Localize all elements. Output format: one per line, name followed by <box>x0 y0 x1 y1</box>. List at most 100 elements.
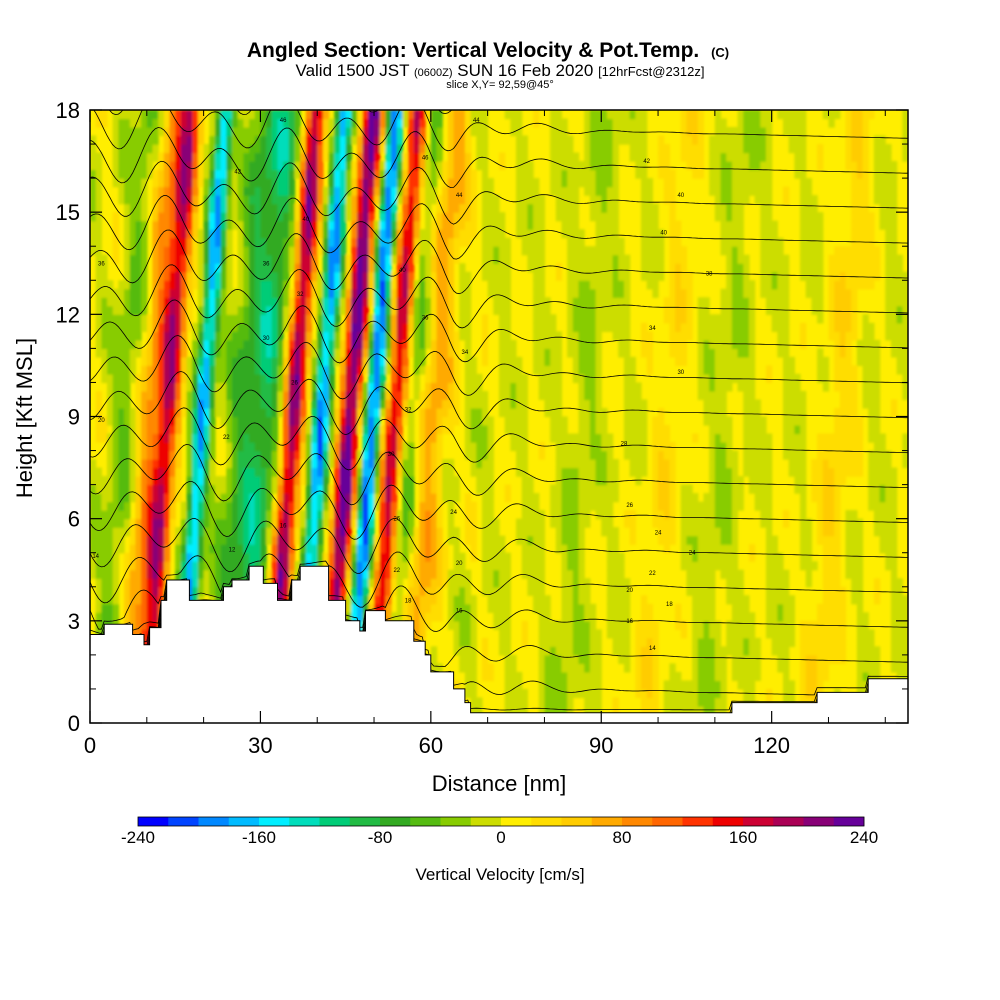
velocity-cell <box>311 425 318 435</box>
velocity-cell <box>186 544 193 554</box>
velocity-cell <box>317 178 324 188</box>
velocity-cell <box>362 314 369 324</box>
velocity-cell <box>141 356 148 367</box>
velocity-cell <box>288 331 296 341</box>
velocity-cell <box>163 510 171 520</box>
velocity-cell <box>487 450 494 460</box>
velocity-cell <box>95 195 102 205</box>
velocity-cell <box>499 390 506 401</box>
velocity-cell <box>141 127 148 137</box>
velocity-cell <box>260 203 267 213</box>
velocity-cell <box>283 493 290 503</box>
velocity-cell <box>243 203 250 213</box>
velocity-cell <box>220 501 227 511</box>
velocity-cell <box>243 518 250 528</box>
velocity-cell <box>561 697 568 707</box>
velocity-cell <box>197 339 205 349</box>
velocity-cell <box>311 203 318 213</box>
velocity-cell <box>129 110 137 120</box>
velocity-cell <box>163 459 171 469</box>
velocity-cell <box>118 186 125 196</box>
velocity-cell <box>186 271 193 281</box>
velocity-cell <box>277 254 284 264</box>
velocity-cell <box>504 356 511 367</box>
velocity-cell <box>169 118 176 128</box>
velocity-cell <box>249 152 256 162</box>
velocity-cell <box>146 620 154 630</box>
velocity-cell <box>459 612 466 622</box>
velocity-cell <box>158 118 165 128</box>
velocity-cell <box>118 169 125 179</box>
velocity-cell <box>436 425 443 435</box>
velocity-cell <box>158 527 165 537</box>
velocity-cell <box>487 493 494 503</box>
velocity-cell <box>112 595 119 605</box>
velocity-cell <box>544 339 551 349</box>
velocity-cell <box>197 416 205 426</box>
velocity-cell <box>538 705 546 716</box>
velocity-cell <box>101 493 108 503</box>
velocity-cell <box>220 518 227 528</box>
velocity-cell <box>266 518 273 528</box>
velocity-cell <box>118 161 125 171</box>
velocity-cell <box>271 399 279 409</box>
velocity-cell <box>277 442 284 452</box>
velocity-cell <box>141 365 148 375</box>
velocity-cell <box>90 510 97 520</box>
velocity-cell <box>107 288 114 298</box>
velocity-cell <box>260 288 267 298</box>
velocity-cell <box>288 407 296 418</box>
velocity-cell <box>146 561 154 571</box>
velocity-cell <box>425 561 432 571</box>
velocity-cell <box>504 663 511 673</box>
velocity-cell <box>481 390 489 401</box>
velocity-cell <box>266 510 273 520</box>
velocity-cell <box>374 603 381 613</box>
velocity-cell <box>413 348 421 358</box>
velocity-cell <box>550 186 557 196</box>
velocity-cell <box>396 280 404 290</box>
velocity-cell <box>186 433 193 443</box>
velocity-cell <box>249 390 256 401</box>
velocity-cell <box>521 416 528 426</box>
velocity-cell <box>345 254 352 264</box>
velocity-cell <box>351 433 358 443</box>
velocity-cell <box>214 407 222 418</box>
velocity-cell <box>339 144 347 154</box>
velocity-cell <box>232 110 239 120</box>
velocity-cell <box>283 152 290 162</box>
velocity-cell <box>175 373 182 384</box>
velocity-cell <box>118 339 125 349</box>
velocity-cell <box>550 654 557 664</box>
velocity-cell <box>322 450 330 460</box>
velocity-cell <box>345 442 352 452</box>
velocity-cell <box>447 365 455 375</box>
velocity-cell <box>260 467 267 477</box>
velocity-cell <box>107 390 114 401</box>
velocity-cell <box>180 118 188 128</box>
velocity-cell <box>408 280 415 290</box>
velocity-cell <box>141 288 148 298</box>
velocity-cell <box>453 237 460 247</box>
velocity-cell <box>300 442 307 452</box>
velocity-cell <box>430 161 438 171</box>
velocity-cell <box>146 527 154 537</box>
velocity-cell <box>305 365 313 375</box>
velocity-cell <box>351 459 358 469</box>
velocity-cell <box>402 254 409 264</box>
velocity-cell <box>402 510 409 520</box>
velocity-cell <box>408 595 415 605</box>
velocity-cell <box>561 586 568 596</box>
velocity-cell <box>499 288 506 298</box>
velocity-cell <box>362 263 369 273</box>
velocity-cell <box>237 152 244 162</box>
velocity-cell <box>328 118 335 128</box>
velocity-cell <box>351 178 358 188</box>
velocity-cell <box>368 433 375 443</box>
velocity-cell <box>345 476 352 486</box>
velocity-cell <box>186 399 193 409</box>
velocity-cell <box>555 501 563 511</box>
velocity-cell <box>516 178 523 188</box>
velocity-cell <box>95 493 102 503</box>
velocity-cell <box>271 161 279 171</box>
